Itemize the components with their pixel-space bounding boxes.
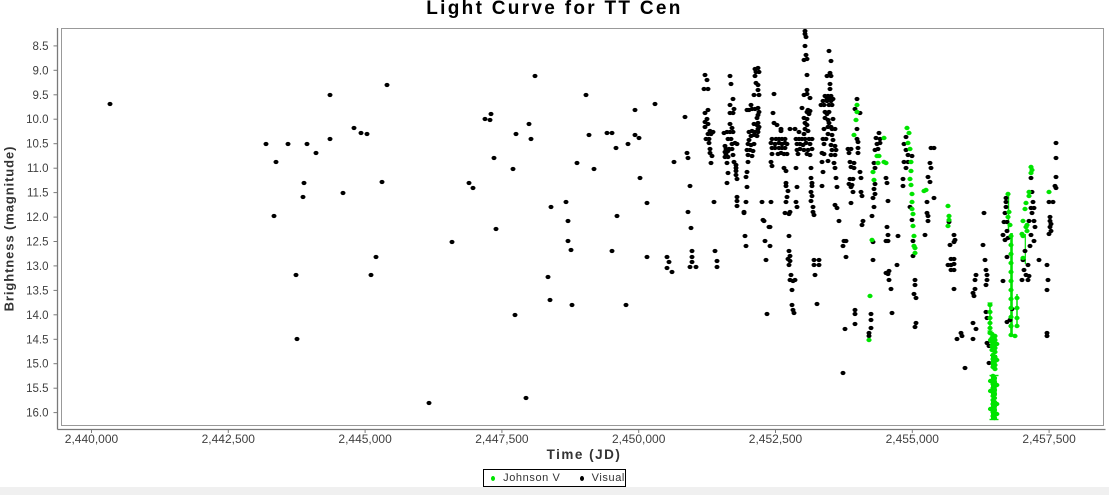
- svg-text:9.0: 9.0: [33, 65, 49, 77]
- svg-text:8.5: 8.5: [33, 41, 49, 53]
- svg-text:13.0: 13.0: [26, 261, 48, 273]
- svg-text:16.0: 16.0: [26, 408, 48, 420]
- svg-text:15.0: 15.0: [26, 359, 48, 371]
- svg-text:10.0: 10.0: [26, 114, 48, 126]
- svg-text:14.5: 14.5: [26, 334, 48, 346]
- svg-text:2,442,500: 2,442,500: [202, 432, 256, 446]
- svg-text:11.5: 11.5: [27, 188, 49, 200]
- svg-text:12.0: 12.0: [26, 212, 48, 224]
- svg-text:2,452,500: 2,452,500: [749, 432, 803, 446]
- svg-text:10.5: 10.5: [26, 139, 48, 151]
- svg-text:2,440,000: 2,440,000: [65, 432, 119, 446]
- svg-text:15.5: 15.5: [26, 383, 48, 395]
- svg-text:2,447,500: 2,447,500: [475, 432, 529, 446]
- svg-text:2,455,000: 2,455,000: [886, 432, 940, 446]
- svg-text:12.5: 12.5: [26, 237, 48, 249]
- svg-text:2,450,000: 2,450,000: [612, 432, 666, 446]
- svg-text:2,457,500: 2,457,500: [1022, 432, 1076, 446]
- svg-text:14.0: 14.0: [26, 310, 48, 322]
- svg-text:13.5: 13.5: [26, 285, 48, 297]
- svg-text:9.5: 9.5: [33, 90, 49, 102]
- svg-text:2,445,000: 2,445,000: [338, 432, 392, 446]
- svg-text:11.0: 11.0: [27, 163, 49, 175]
